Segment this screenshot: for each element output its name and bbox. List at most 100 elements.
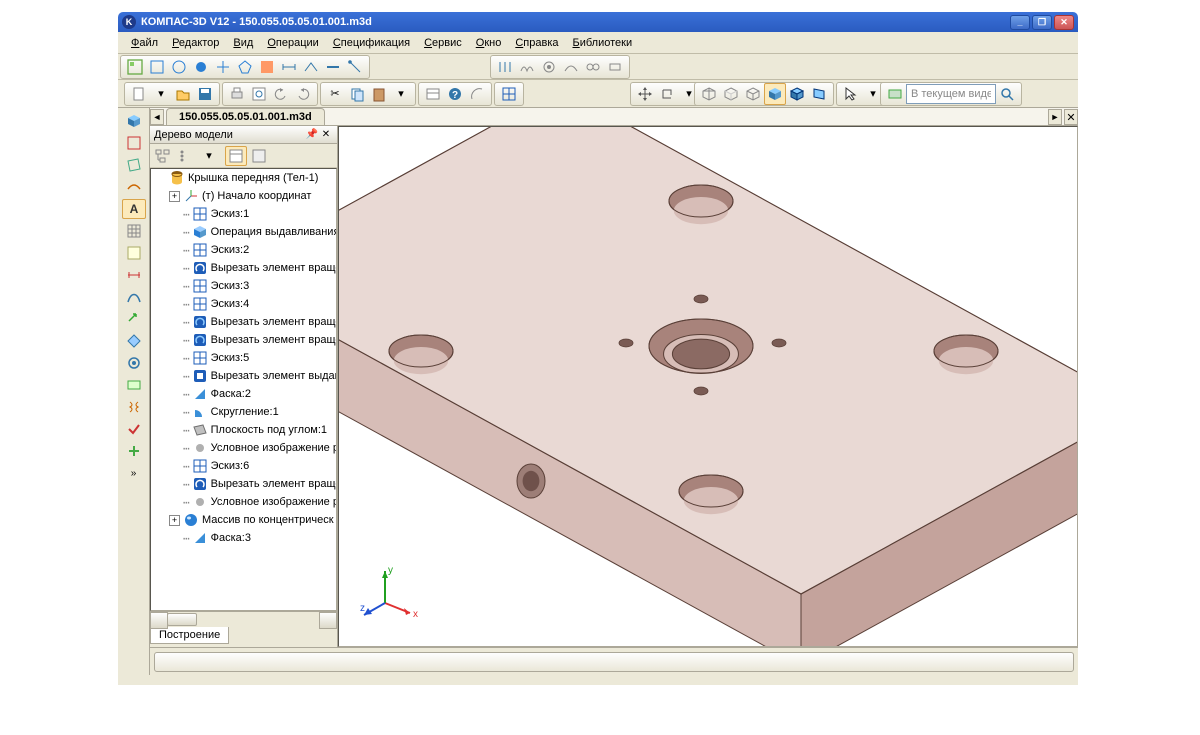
lt-thread-icon[interactable] [122,397,146,417]
lt-solid-icon[interactable] [122,111,146,131]
menu-справка[interactable]: Справка [508,34,565,52]
tool-panel-icon[interactable] [124,56,146,78]
iso-shaded-icon[interactable] [764,83,786,105]
perspective-icon[interactable] [808,83,830,105]
tree-node[interactable]: ⋯Эскиз:3 [151,277,336,295]
menu-библиотеки[interactable]: Библиотеки [566,34,640,52]
tool-cross-icon[interactable] [212,56,234,78]
tree-dots-icon[interactable] [175,146,197,166]
tab-scroll-right-icon[interactable]: ► [1048,109,1062,125]
redo-icon[interactable] [292,83,314,105]
tree-node[interactable]: ⋯Фаска:3 [151,529,336,547]
tool-colorshape-icon[interactable] [256,56,278,78]
lt-cut-icon[interactable] [122,331,146,351]
menu-окно[interactable]: Окно [469,34,509,52]
tool-circle-fill-icon[interactable] [190,56,212,78]
move-icon[interactable] [634,83,656,105]
menu-сервис[interactable]: Сервис [417,34,469,52]
menu-редактор[interactable]: Редактор [165,34,226,52]
lt-hole-icon[interactable] [122,353,146,373]
tree-expander-icon[interactable]: + [169,515,180,526]
new-doc-icon[interactable] [128,83,150,105]
lt-shell-icon[interactable] [122,375,146,395]
minimize-button[interactable]: _ [1010,15,1030,30]
tool-pentagon-icon[interactable] [234,56,256,78]
tree-mode1-icon[interactable] [225,146,247,166]
tool-link-icon[interactable] [582,56,604,78]
tree-node[interactable]: ⋯Фаска:2 [151,385,336,403]
tool-dim3-icon[interactable] [344,56,366,78]
tree-node[interactable]: ⋯Вырезать элемент выдавл [151,367,336,385]
tool-dim-icon[interactable] [278,56,300,78]
tree-node[interactable]: ⋯Скругление:1 [151,403,336,421]
tree-node[interactable]: ⋯Эскиз:4 [151,295,336,313]
document-tab[interactable]: 150.055.05.05.01.001.m3d [166,108,325,125]
tree-node[interactable]: ⋯Условное изображение ре [151,439,336,457]
tree-node[interactable]: ⋯Эскиз:2 [151,241,336,259]
tool-circle-icon[interactable] [168,56,190,78]
save-icon[interactable] [194,83,216,105]
lt-sketch-icon[interactable] [122,133,146,153]
iso-wireframe-icon[interactable] [698,83,720,105]
tool-hline-icon[interactable] [322,56,344,78]
tree-node[interactable]: ⋯Вырезать элемент вращен [151,475,336,493]
menu-вид[interactable]: Вид [226,34,260,52]
panel-tab-build[interactable]: Построение [150,627,229,644]
lt-plane-icon[interactable] [122,155,146,175]
open-icon[interactable] [172,83,194,105]
copy-icon[interactable] [346,83,368,105]
help-icon[interactable]: ? [444,83,466,105]
tool-dim2-icon[interactable] [300,56,322,78]
rotate-icon[interactable] [656,83,678,105]
sketch-mode-icon[interactable] [498,83,520,105]
properties-icon[interactable] [422,83,444,105]
view-mode-input[interactable] [906,84,996,104]
iso-shaded-edges-icon[interactable] [786,83,808,105]
tree-drop-icon[interactable]: ▾ [198,146,220,166]
tool-spring-icon[interactable] [516,56,538,78]
panel-pin-icon[interactable]: 📌 [305,128,319,142]
tree-node[interactable]: ⋯Вырезать элемент вращен [151,313,336,331]
tool-gear-icon[interactable] [538,56,560,78]
iso-hidden-icon[interactable] [720,83,742,105]
lt-dim-icon[interactable] [122,265,146,285]
maximize-button[interactable]: ❐ [1032,15,1052,30]
lt-props-icon[interactable] [122,243,146,263]
tree-node[interactable]: ⋯Плоскость под углом:1 [151,421,336,439]
dropdown-icon[interactable]: ▾ [150,83,172,105]
tree-node[interactable]: ⋯Вырезать элемент вращен [151,259,336,277]
tree-node[interactable]: ⋯Вырезать элемент вращен [151,331,336,349]
lt-mesh-icon[interactable] [122,221,146,241]
tool-square-icon[interactable] [146,56,168,78]
viewmode-icon[interactable] [884,83,906,105]
tree-h-scrollbar[interactable] [150,611,337,627]
arc-tool-icon[interactable] [466,83,488,105]
iso-nohidden-icon[interactable] [742,83,764,105]
tool-part-icon[interactable] [604,56,626,78]
lt-curve-icon[interactable] [122,287,146,307]
menu-файл[interactable]: Файл [124,34,165,52]
close-button[interactable]: ✕ [1054,15,1074,30]
tree-structure-icon[interactable] [152,146,174,166]
menu-операции[interactable]: Операции [260,34,325,52]
tool-parallel-icon[interactable] [494,56,516,78]
tab-scroll-left-icon[interactable]: ◄ [150,109,164,125]
paste-icon[interactable] [368,83,390,105]
lt-text-icon[interactable]: A [122,199,146,219]
tree-node[interactable]: +(т) Начало координат [151,187,336,205]
menu-спецификация[interactable]: Спецификация [326,34,417,52]
lt-plus-icon[interactable] [122,441,146,461]
print-icon[interactable] [226,83,248,105]
cut-icon[interactable]: ✂ [324,83,346,105]
tree-node[interactable]: ⋯Эскиз:6 [151,457,336,475]
panel-close-icon[interactable]: ✕ [319,128,333,142]
tree-node[interactable]: ⋯Операция выдавливания:1 [151,223,336,241]
undo-icon[interactable] [270,83,292,105]
tree-expander-icon[interactable]: + [169,191,180,202]
lt-arrow-icon[interactable] [122,309,146,329]
zoom-fit-icon[interactable] [996,83,1018,105]
preview-icon[interactable] [248,83,270,105]
lt-check-icon[interactable] [122,419,146,439]
tab-close-icon[interactable]: ✕ [1064,109,1078,125]
cursor-icon[interactable] [840,83,862,105]
